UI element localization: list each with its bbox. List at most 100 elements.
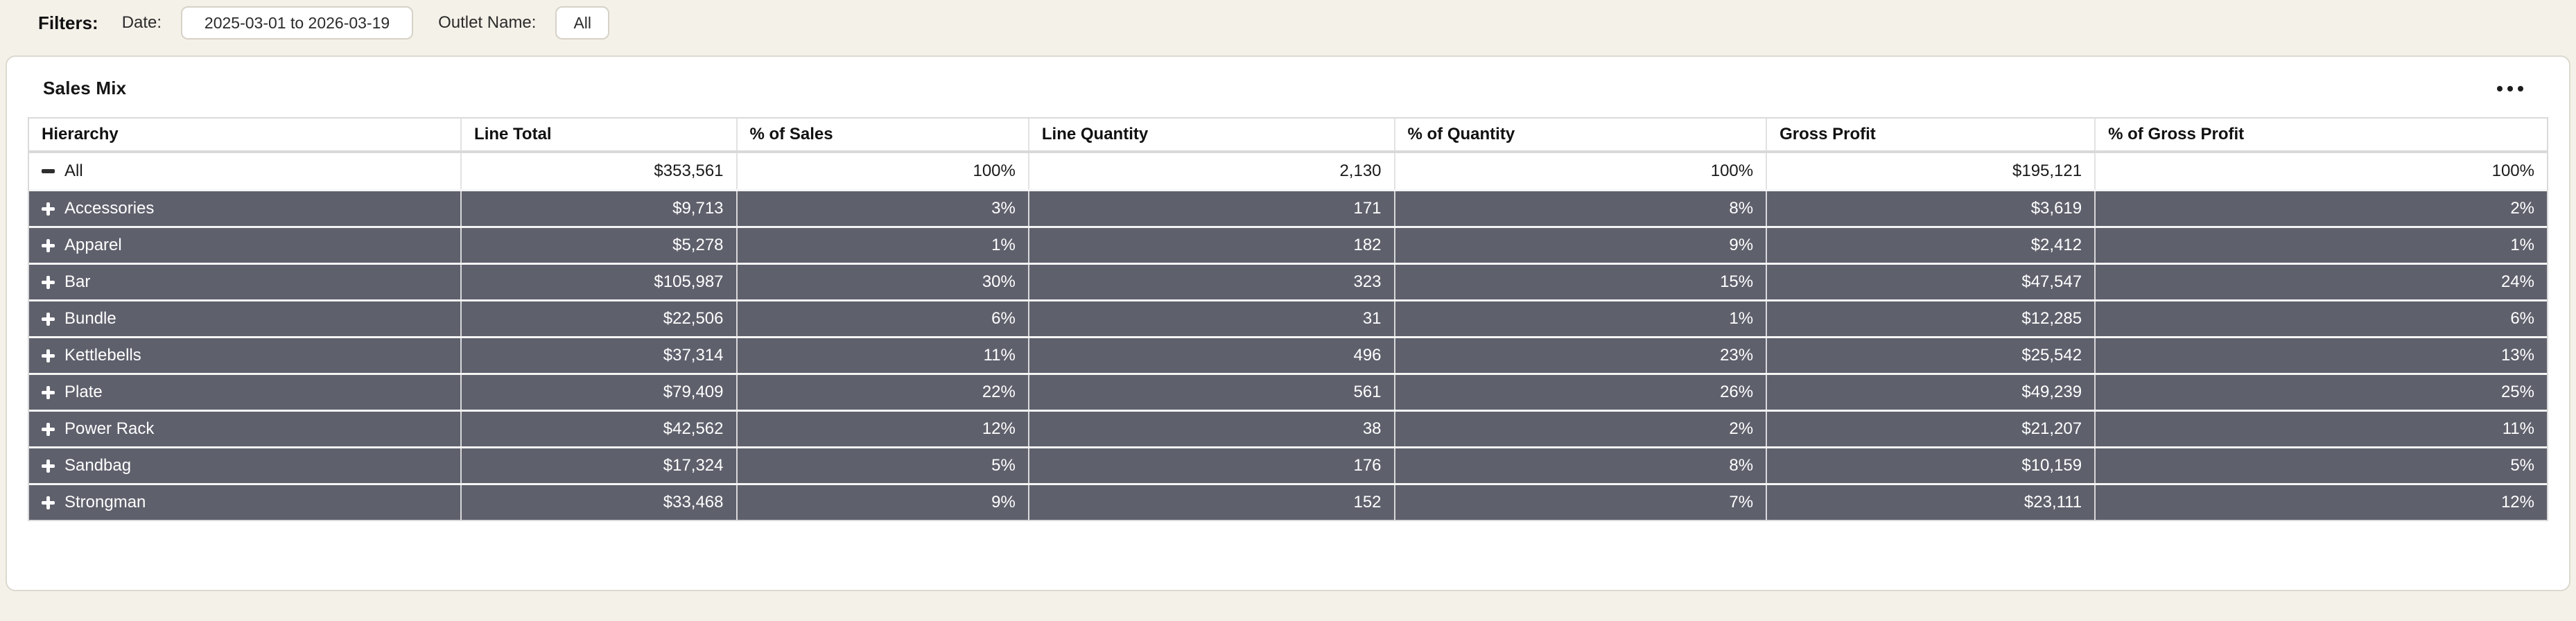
row-label: Bundle — [64, 309, 116, 328]
value-cell: 23% — [1395, 338, 1768, 373]
value-cell: 3% — [738, 191, 1029, 226]
value-cell: 100% — [2491, 161, 2534, 180]
table-row: Bar $105,987 30% 323 15% $47,547 24% — [29, 263, 2547, 299]
row-label: Bar — [64, 272, 91, 291]
column-header: % of Sales — [738, 119, 1029, 150]
value-cell: 1% — [738, 228, 1029, 263]
value-cell: 8% — [1395, 448, 1768, 483]
outlet-name-input[interactable]: All — [555, 6, 610, 40]
value-cell: 22% — [738, 375, 1029, 410]
value-cell: 7% — [1395, 485, 1768, 520]
filters-label: Filters: — [38, 12, 98, 33]
hierarchy-cell[interactable]: Kettlebells — [29, 338, 462, 373]
table-row: Sandbag $17,324 5% 176 8% $10,159 5% — [29, 446, 2547, 483]
date-filter-label: Date: — [121, 13, 162, 32]
date-range-input[interactable]: 2025-03-01 to 2026-03-19 — [181, 6, 414, 40]
expand-icon[interactable] — [42, 385, 55, 399]
hierarchy-cell[interactable]: Apparel — [29, 228, 462, 263]
value-cell: 171 — [1029, 191, 1395, 226]
hierarchy-cell[interactable]: All — [29, 153, 462, 189]
value-cell: $2,412 — [1767, 228, 2096, 263]
value-cell: $49,239 — [1767, 375, 2096, 410]
value-cell: 8% — [1395, 191, 1768, 226]
value-cell: $47,547 — [1767, 265, 2096, 299]
value-cell: $17,324 — [462, 448, 738, 483]
value-cell: 38 — [1029, 412, 1395, 446]
value-cell: 100% — [1395, 153, 1768, 189]
hierarchy-cell[interactable]: Accessories — [29, 191, 462, 226]
table-row: Strongman $33,468 9% 152 7% $23,111 12% — [29, 483, 2547, 520]
value-cell: 11% — [738, 338, 1029, 373]
value-cell: $22,506 — [462, 301, 738, 336]
card-header: Sales Mix — [28, 75, 2548, 99]
value-cell: 2% — [1395, 412, 1768, 446]
value-cell: 31 — [1029, 301, 1395, 336]
expand-icon[interactable] — [42, 422, 55, 436]
row-label: Strongman — [64, 493, 146, 511]
column-header: Hierarchy — [29, 119, 462, 150]
value-cell: $195,121 — [1767, 153, 2096, 189]
hierarchy-cell[interactable]: Sandbag — [29, 448, 462, 483]
value-cell: 1% — [2510, 236, 2534, 254]
value-cell: 12% — [738, 412, 1029, 446]
value-cell: 13% — [2500, 346, 2534, 365]
value-cell: 2% — [2510, 199, 2534, 218]
hierarchy-cell[interactable]: Bar — [29, 265, 462, 299]
value-cell: $10,159 — [1767, 448, 2096, 483]
sales-mix-card: Sales Mix Hierarchy Line Total% of Sales L… — [6, 55, 2570, 591]
value-cell: $353,561 — [462, 153, 738, 189]
ellipsis-menu-icon[interactable] — [2493, 82, 2527, 96]
outlet-filter-label: Outlet Name: — [438, 13, 537, 32]
sales-mix-table: Hierarchy Line Total% of Sales Line Quanti… — [28, 117, 2548, 521]
value-cell: 9% — [738, 485, 1029, 520]
table-row: All $353,561 100% 2,130 100% $195,121 100% — [29, 153, 2547, 189]
value-cell: $42,562 — [462, 412, 738, 446]
value-cell: 30% — [738, 265, 1029, 299]
table-row: Power Rack $42,562 12% 38 2% $21,207 11% — [29, 410, 2547, 446]
row-label: Kettlebells — [64, 346, 141, 365]
value-cell: 6% — [2510, 309, 2534, 328]
row-label: All — [64, 161, 83, 180]
column-header: % of Gross Profit — [2108, 125, 2245, 143]
expand-icon[interactable] — [42, 275, 55, 289]
expand-icon[interactable] — [42, 459, 55, 473]
column-header: % of Quantity — [1395, 119, 1768, 150]
collapse-icon[interactable] — [42, 169, 55, 173]
value-cell: 12% — [2500, 493, 2534, 511]
hierarchy-cell[interactable]: Power Rack — [29, 412, 462, 446]
table-row: Kettlebells $37,314 11% 496 23% $25,542 13% — [29, 336, 2547, 373]
value-cell: 25% — [2500, 383, 2534, 401]
value-cell: 152 — [1029, 485, 1395, 520]
date-range-value: 2025-03-01 to 2026-03-19 — [204, 13, 390, 32]
hierarchy-cell[interactable]: Bundle — [29, 301, 462, 336]
table-row: Plate $79,409 22% 561 26% $49,239 25% — [29, 373, 2547, 410]
value-cell: $12,285 — [1767, 301, 2096, 336]
table-row: Apparel $5,278 1% 182 9% $2,412 1% — [29, 226, 2547, 263]
expand-icon[interactable] — [42, 238, 55, 252]
value-cell: 15% — [1395, 265, 1768, 299]
value-cell: 6% — [738, 301, 1029, 336]
table-row: Accessories $9,713 3% 171 8% $3,619 2% — [29, 189, 2547, 226]
value-cell: 24% — [2500, 272, 2534, 291]
value-cell: $23,111 — [1767, 485, 2096, 520]
expand-icon[interactable] — [42, 312, 55, 326]
value-cell: 5% — [738, 448, 1029, 483]
value-cell: $105,987 — [462, 265, 738, 299]
row-label: Apparel — [64, 236, 122, 254]
value-cell: 561 — [1029, 375, 1395, 410]
hierarchy-cell[interactable]: Plate — [29, 375, 462, 410]
expand-icon[interactable] — [42, 349, 55, 362]
value-cell: 9% — [1395, 228, 1768, 263]
value-cell: 100% — [738, 153, 1029, 189]
value-cell: 496 — [1029, 338, 1395, 373]
hierarchy-cell[interactable]: Strongman — [29, 485, 462, 520]
expand-icon[interactable] — [42, 496, 55, 509]
value-cell: 5% — [2510, 456, 2534, 475]
row-label: Plate — [64, 383, 103, 401]
value-cell: $37,314 — [462, 338, 738, 373]
value-cell: 182 — [1029, 228, 1395, 263]
value-cell: 2,130 — [1029, 153, 1395, 189]
expand-icon[interactable] — [42, 202, 55, 216]
row-label: Sandbag — [64, 456, 132, 475]
value-cell: $5,278 — [462, 228, 738, 263]
